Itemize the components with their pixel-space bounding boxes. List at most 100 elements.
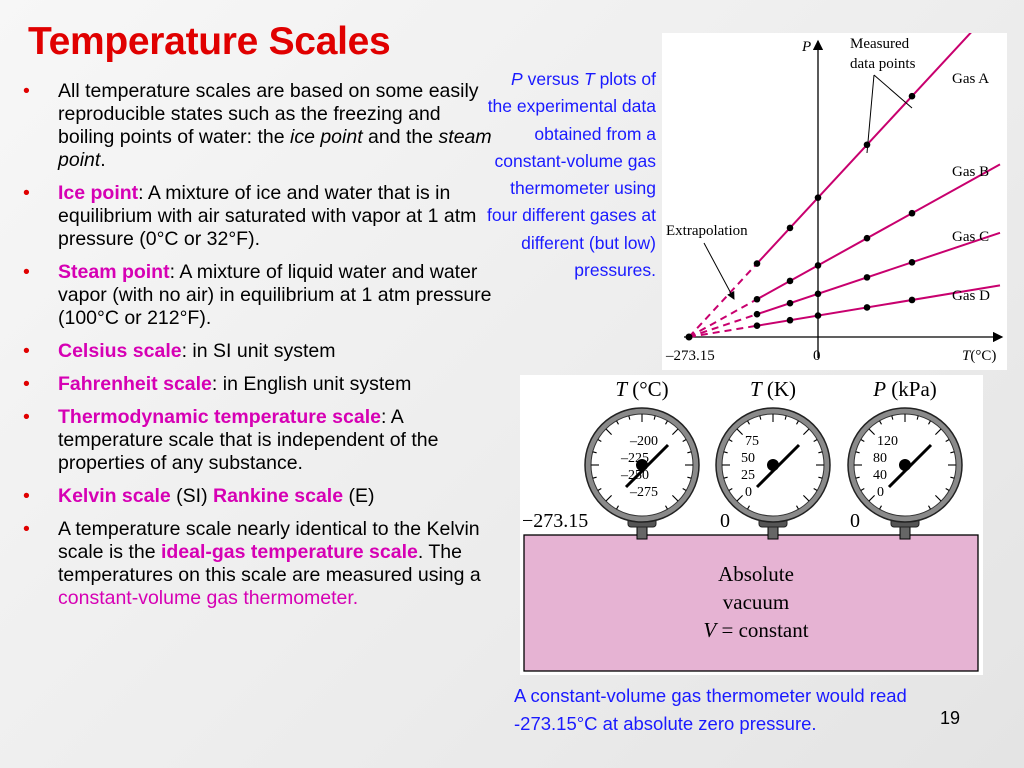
data-point (908, 209, 916, 217)
dial-tick (747, 420, 750, 425)
bullet-text: : A temperature scale that is independen… (58, 406, 439, 474)
bullet-item: Thermodynamic temperature scale: A tempe… (20, 406, 495, 475)
bullet-term: ideal-gas temperature scale (160, 541, 418, 563)
dial-tick (592, 476, 597, 479)
gauge-title-symbol: P (872, 377, 886, 401)
dial-tick (665, 505, 668, 510)
dial-tick (687, 476, 692, 479)
dial-tick (736, 495, 743, 502)
gas-line (756, 231, 1001, 316)
bullet-item: All temperature scales are based on some… (20, 80, 495, 172)
dial-tick (950, 476, 955, 479)
bullet-item: Ice point: A mixture of ice and water th… (20, 182, 495, 251)
dial-tick (945, 439, 950, 442)
gauge-title-symbol: T (750, 377, 763, 401)
bullet-term: Thermodynamic temperature scale (58, 406, 381, 428)
vessel-label: Absolute (718, 562, 794, 586)
data-point (863, 234, 871, 242)
dial-tick (879, 505, 882, 510)
measured-label: Measured (850, 36, 910, 52)
dial-tick (945, 488, 950, 491)
dial-tick (672, 495, 679, 502)
gas-c-label: Gas C (952, 229, 989, 245)
bullet-term: Rankine scale (212, 485, 344, 507)
dial-tick (860, 439, 865, 442)
gauge-reading: −273.15 (522, 510, 588, 532)
gauge-title: T (K) (750, 377, 796, 401)
data-point (786, 299, 794, 307)
gauge-title-unit: (kPa) (886, 377, 937, 401)
dial-tick (860, 488, 865, 491)
bullet-text: : A mixture of ice and water that is in … (58, 182, 477, 250)
bullet-item: Fahrenheit scale: in English unit system (20, 373, 495, 396)
data-point (786, 277, 794, 285)
dial-tick (891, 415, 894, 420)
dial-tick (784, 415, 787, 420)
data-point (863, 274, 871, 281)
gauge-tick: 0 (877, 485, 884, 500)
bullet-item: Celsius scale: in SI unit system (20, 340, 495, 363)
dial-tick (813, 488, 818, 491)
x-axis-symbol: T (962, 348, 972, 364)
data-point (863, 141, 871, 149)
dial-tick (818, 476, 823, 479)
gauge-title-unit: (K) (762, 377, 796, 401)
caption-t-symbol: T (584, 69, 595, 89)
dial-tick (723, 476, 728, 479)
dial-tick (597, 488, 602, 491)
dial-tick (818, 451, 823, 454)
x-tick-abs-zero: –273.15 (665, 348, 715, 364)
data-point (753, 260, 761, 267)
gauge-reading: 0 (850, 510, 860, 532)
dial-tick (855, 476, 860, 479)
data-point (814, 312, 822, 319)
page-number: 19 (940, 708, 961, 728)
dial-tick (592, 451, 597, 454)
bullet-term: Celsius scale (58, 340, 182, 362)
data-point (753, 322, 761, 330)
bullet-item: A temperature scale nearly identical to … (20, 518, 495, 610)
absolute-zero-point (685, 333, 693, 341)
bullet-emphasis: ice point (289, 126, 363, 148)
dial-tick (868, 495, 875, 502)
caption-p-symbol: P (511, 69, 523, 89)
gauge-kelvin: 75 50 25 0 (715, 407, 831, 540)
y-axis-label: P (801, 39, 811, 55)
dial-tick (928, 420, 931, 425)
data-point (753, 310, 761, 318)
dial-tick (759, 415, 762, 420)
gauge-tick: 0 (745, 485, 752, 500)
x-axis-unit: (°C) (970, 348, 996, 364)
dial-tick (605, 495, 612, 502)
dial-tick (935, 495, 942, 502)
gauge-tick: –275 (629, 485, 658, 500)
bullet-text: All temperature scales are based on some… (58, 80, 479, 148)
dial-tick (803, 495, 810, 502)
gauge-title-unit: (°C) (627, 377, 669, 401)
x-axis-label: T(°C) (962, 348, 996, 364)
gauge-tick: –200 (629, 434, 658, 449)
dial-tick (736, 428, 743, 435)
dial-tick (855, 451, 860, 454)
bullet-term: Fahrenheit scale (58, 373, 212, 395)
slide-title: Temperature Scales (28, 20, 391, 63)
extrapolation-pointer (703, 242, 735, 300)
bullet-text: . The temperatures on this scale are mea… (58, 541, 481, 586)
measured-pointer (866, 74, 875, 154)
bullet-list: All temperature scales are based on some… (20, 80, 495, 620)
gauge-reading: 0 (720, 510, 730, 532)
bullet-text: (E) (343, 485, 375, 507)
data-point (908, 92, 916, 100)
gauge-title: T (°C) (615, 377, 668, 401)
bullet-term: Kelvin scale (58, 485, 171, 507)
vessel-label: V = constant (703, 618, 808, 642)
dial-tick (628, 415, 631, 420)
dial-tick (723, 451, 728, 454)
data-point (814, 290, 822, 298)
gas-thermometer-figure: Absolute vacuum V = constant –200 –225 –… (520, 375, 983, 675)
vessel-v-symbol: V (703, 618, 718, 642)
pt-plot-svg: P Measured data points Extrapolation Gas… (665, 0, 1004, 364)
gauge-tick: 75 (745, 434, 759, 449)
bullet-text: A temperature scale nearly identical to … (58, 518, 480, 563)
dial-tick (796, 420, 799, 425)
